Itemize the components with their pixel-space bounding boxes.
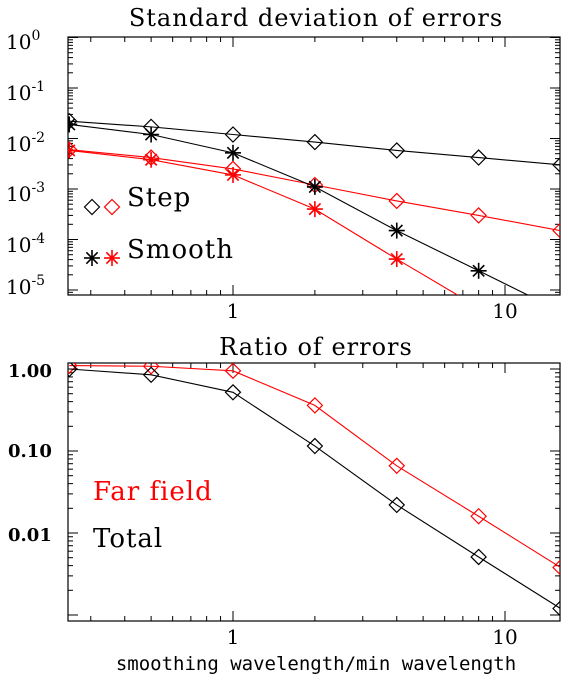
x-tick-label: 10	[492, 299, 517, 323]
data-point	[68, 363, 78, 374]
data-point	[143, 126, 160, 143]
data-point	[552, 222, 560, 239]
chart-title-std-dev: Standard deviation of errors	[129, 4, 503, 32]
data-point	[553, 303, 561, 319]
data-point	[388, 222, 405, 239]
y-tick-label: 10-5	[6, 273, 45, 299]
y-tick-label: 0.10	[8, 441, 52, 462]
y-tick-labels-std-dev: 100 10-1 10-2 10-3 10-4 10-5	[6, 28, 45, 299]
data-point	[142, 363, 160, 375]
data-point	[388, 496, 406, 514]
y-tick-label: 100	[6, 28, 40, 54]
legend-step-markers	[83, 198, 121, 216]
legend-label-step: Step	[127, 183, 191, 213]
y-tick-label: 10-4	[6, 231, 45, 257]
data-point	[306, 397, 324, 414]
data-point	[552, 157, 560, 173]
data-point	[470, 507, 487, 525]
data-point	[388, 251, 405, 268]
data-point	[142, 366, 160, 384]
data-point	[225, 166, 241, 183]
plot-area-std-dev	[67, 36, 561, 296]
data-point	[306, 133, 324, 151]
data-point	[552, 600, 560, 617]
data-point	[104, 250, 120, 266]
chart-title-ratio: Ratio of errors	[219, 333, 413, 361]
series-line	[69, 123, 529, 295]
y-tick-label: 10-1	[6, 79, 45, 105]
y-tick-label: 0.01	[8, 525, 52, 546]
series-std-dev	[68, 112, 561, 319]
data-point	[68, 363, 78, 378]
series-line	[69, 368, 560, 609]
panel-ratio: Ratio of errors 1.00 0.10 0.01 1 10 smoo…	[8, 333, 561, 675]
data-point	[68, 116, 78, 133]
axis-ticks-std-dev	[68, 37, 560, 296]
data-point	[470, 207, 487, 224]
legend-label-far-field: Far field	[93, 477, 213, 507]
data-point	[68, 142, 78, 159]
data-point	[552, 559, 560, 576]
data-point	[224, 126, 242, 143]
legend-std-dev: Step Smooth	[83, 183, 234, 266]
legend-smooth-markers	[84, 250, 120, 266]
data-point	[306, 178, 323, 195]
data-point	[83, 198, 101, 216]
data-point	[143, 151, 160, 168]
legend-label-smooth: Smooth	[127, 235, 234, 265]
panel-std-dev: Standard deviation of errors 100 10-1 10…	[6, 4, 561, 323]
data-point	[470, 548, 487, 566]
data-point	[306, 201, 323, 218]
data-point	[470, 149, 487, 166]
data-point	[103, 198, 121, 216]
legend-label-total: Total	[93, 524, 163, 554]
series-ratio	[68, 363, 560, 617]
y-tick-label: 10-3	[6, 180, 45, 206]
x-tick-label: 10	[492, 625, 517, 649]
x-tick-label: 1	[227, 299, 240, 323]
data-point	[224, 383, 242, 401]
data-point	[84, 250, 100, 266]
y-tick-label: 10-2	[6, 130, 45, 156]
y-tick-label: 1.00	[8, 361, 52, 382]
plot-area-ratio	[67, 362, 561, 622]
data-point	[225, 144, 241, 161]
data-point	[471, 300, 487, 316]
series-line	[69, 365, 560, 568]
x-axis-label: smoothing wavelength/min wavelength	[116, 653, 516, 675]
data-point	[306, 437, 324, 455]
x-tick-label: 1	[227, 625, 240, 649]
data-point	[388, 192, 406, 210]
data-point	[224, 363, 242, 380]
axis-ticks-ratio	[68, 363, 560, 621]
data-point	[470, 262, 487, 279]
data-point	[388, 457, 406, 475]
data-point	[388, 142, 406, 159]
